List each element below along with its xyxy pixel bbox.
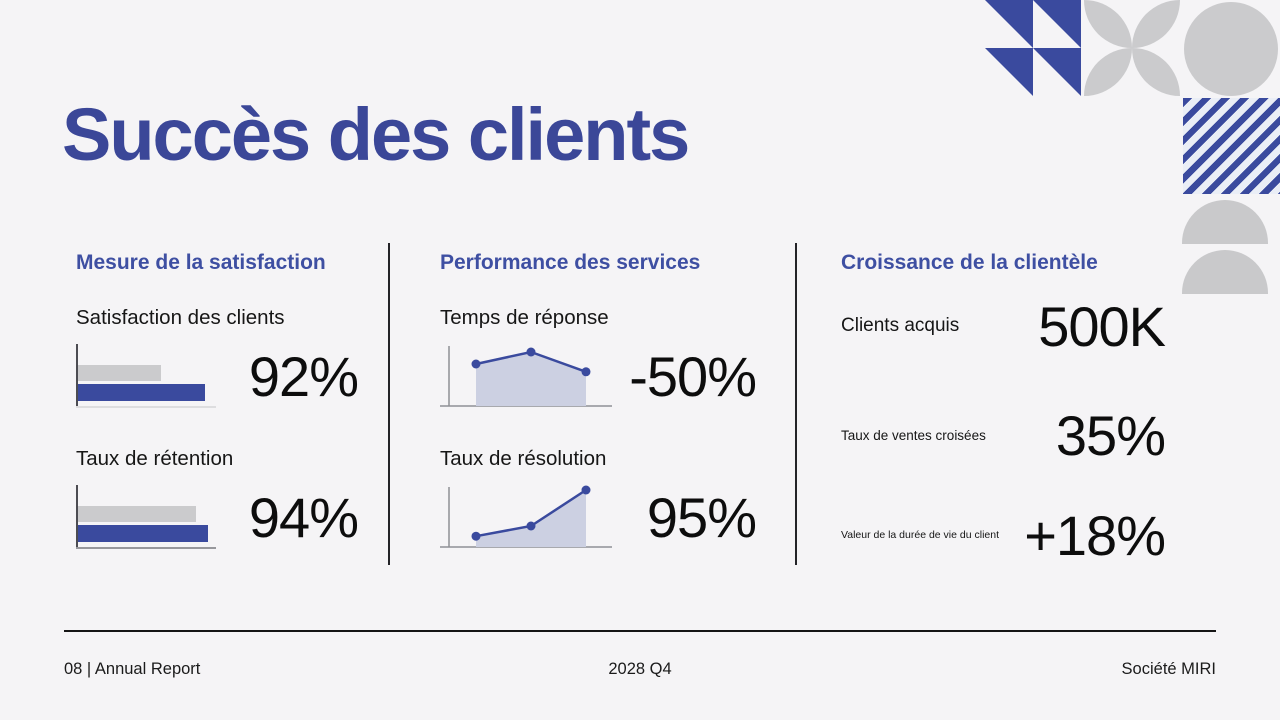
actual-bar (78, 525, 209, 542)
chart-y-axis (76, 485, 78, 549)
metric-value: 92% (248, 344, 359, 408)
chart-y-axis (76, 344, 78, 408)
column-header: Performance des services (440, 251, 701, 274)
column-client-growth: Croissance de la clientèle Clients acqui… (841, 250, 1166, 585)
metric-value: -50% (629, 344, 757, 408)
petal-icon (1132, 48, 1180, 96)
comparison-bar (78, 365, 161, 381)
growth-row-lifetime-value: Valeur de la durée de vie du client +18% (841, 485, 1166, 585)
metric-label: Temps de réponse (440, 306, 609, 329)
semicircle-shape (1182, 250, 1268, 294)
metric-value: 500K (1038, 294, 1166, 358)
metric-value: 35% (1055, 403, 1166, 467)
column-header: Croissance de la clientèle (841, 251, 1098, 274)
triangle-icon (985, 0, 1033, 48)
metric-value: 95% (646, 485, 757, 549)
metric-response-time: Temps de réponse -50% (440, 305, 757, 408)
actual-bar (78, 384, 206, 401)
metric-resolution-rate: Taux de résolution 95% (440, 446, 757, 549)
semicircle-shape (1182, 200, 1268, 244)
triangle-pattern-shape (985, 0, 1081, 96)
metric-label: Clients acquis (841, 315, 960, 336)
slide-title: Succès des clients (62, 93, 690, 176)
triangle-icon (985, 48, 1033, 96)
metric-label: Satisfaction des clients (76, 306, 285, 329)
petal-icon (1132, 0, 1180, 48)
column-satisfaction: Mesure de la satisfaction Satisfaction d… (76, 250, 359, 549)
petal-icon (1084, 0, 1132, 48)
striped-square-shape (1183, 98, 1280, 194)
growth-row-clients-acquired: Clients acquis 500K (841, 276, 1166, 376)
chart-x-axis (76, 406, 216, 408)
footer-period: 2028 Q4 (608, 660, 672, 678)
metric-label: Taux de résolution (440, 447, 607, 470)
column-header: Mesure de la satisfaction (76, 251, 326, 274)
circle-shape (1184, 2, 1278, 96)
comparison-bar (78, 506, 196, 522)
bar-chart-retention (76, 485, 216, 549)
footer-divider (64, 630, 1216, 632)
column-divider (795, 243, 797, 565)
chart-x-axis (76, 547, 216, 549)
petal-icon (1084, 48, 1132, 96)
metric-value: 94% (248, 485, 359, 549)
triangle-icon (1033, 48, 1081, 96)
footer-company-name: Société MIRI (1121, 660, 1216, 678)
area-chart-resolution-rate (440, 485, 612, 549)
triangle-icon (1033, 0, 1081, 48)
footer-page-number: 08 | Annual Report (64, 660, 201, 678)
metric-satisfaction: Satisfaction des clients 92% (76, 305, 359, 408)
petal-flower-shape (1084, 0, 1180, 96)
metric-label: Valeur de la durée de vie du client (841, 529, 999, 541)
metric-label: Taux de ventes croisées (841, 427, 986, 443)
growth-row-cross-sell: Taux de ventes croisées 35% (841, 385, 1166, 485)
slide-footer: 08 | Annual Report 2028 Q4 Société MIRI (64, 630, 1216, 680)
area-chart-response-time (440, 344, 612, 408)
metric-label: Taux de rétention (76, 447, 234, 470)
column-service-performance: Performance des services Temps de répons… (440, 250, 757, 549)
metric-value: +18% (1024, 503, 1166, 567)
column-divider (388, 243, 390, 565)
bar-chart-satisfaction (76, 344, 216, 408)
metric-retention: Taux de rétention 94% (76, 446, 359, 549)
